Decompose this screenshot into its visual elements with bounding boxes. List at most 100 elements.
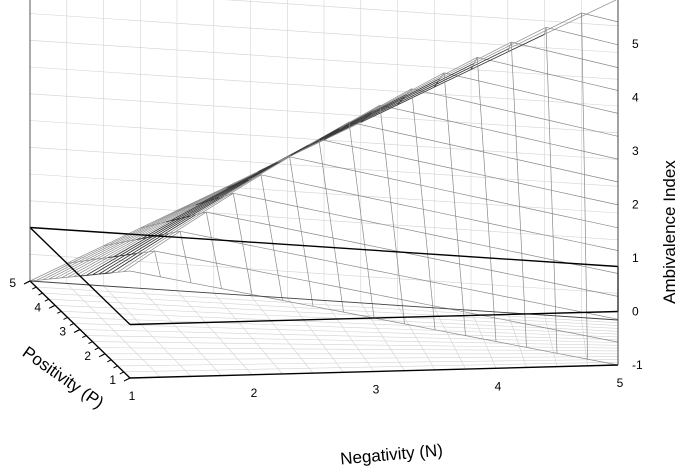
- floor-grid-line: [92, 341, 619, 349]
- surface-mesh-line: [548, 96, 584, 106]
- surface-mesh-line: [250, 173, 255, 176]
- surface-mesh-line: [84, 242, 121, 262]
- surface-mesh-line: [587, 335, 619, 343]
- surface-mesh-line: [515, 135, 551, 145]
- surface-mesh-line: [361, 219, 365, 245]
- surface-mesh-line: [157, 215, 192, 236]
- y-minor-tick-mark: [107, 359, 112, 363]
- surface-mesh-line: [129, 270, 161, 278]
- surface-mesh-line: [517, 159, 551, 168]
- surface-mesh-line: [585, 243, 619, 251]
- surface-mesh-line: [213, 174, 251, 194]
- surface-mesh-line: [360, 119, 364, 123]
- surface-mesh-line: [342, 107, 378, 127]
- surface-mesh-line: [311, 140, 316, 144]
- surface-mesh-line: [175, 200, 211, 220]
- surface-mesh-line: [147, 236, 153, 238]
- surface-mesh-line: [326, 119, 364, 139]
- surface-mesh-line: [370, 293, 375, 319]
- surface-mesh-line: [72, 261, 79, 263]
- surface-mesh-line: [523, 300, 526, 324]
- surface-mesh-line: [449, 144, 484, 153]
- surface-mesh-line: [140, 226, 146, 229]
- surface-mesh-line: [585, 220, 619, 229]
- surface-mesh-line: [416, 136, 450, 145]
- surface-mesh-line: [339, 287, 371, 294]
- surface-mesh-line: [545, 12, 582, 32]
- surface-mesh-line: [427, 257, 431, 282]
- surface-mesh-line: [333, 114, 370, 134]
- surface-mesh-line: [117, 271, 124, 273]
- y-minor-tick-mark: [88, 341, 93, 345]
- surface-mesh-line: [216, 263, 222, 289]
- surface-mesh-line: [247, 268, 279, 276]
- surface-mesh-line: [160, 221, 166, 224]
- surface-mesh-line: [480, 104, 483, 129]
- surface-mesh-line: [555, 306, 557, 331]
- surface-mesh-line: [351, 146, 356, 172]
- surface-mesh-line: [119, 241, 126, 244]
- surface-mesh-line: [401, 80, 439, 100]
- surface-mesh-line: [425, 233, 458, 241]
- surface-mesh-line: [586, 312, 619, 320]
- surface-mesh-line: [185, 256, 217, 264]
- surface-mesh-line: [429, 281, 434, 306]
- surface-mesh-line: [223, 176, 257, 197]
- surface-mesh-line: [361, 219, 394, 228]
- surface-mesh-line: [447, 120, 451, 145]
- floor-grid-line: [98, 347, 619, 352]
- surface-mesh-line: [256, 174, 262, 177]
- surface-mesh-line: [345, 104, 381, 125]
- surface-mesh-line: [67, 276, 74, 278]
- surface-mesh-line: [445, 96, 481, 105]
- surface-mesh-line: [61, 258, 97, 279]
- surface-mesh-line: [345, 121, 350, 125]
- surface-mesh-line: [325, 188, 359, 196]
- surface-mesh-line: [228, 192, 234, 196]
- surface-mesh-line: [300, 231, 306, 257]
- y-axis-title: Positivity (P): [19, 343, 107, 413]
- surface-mesh-line: [376, 104, 381, 108]
- surface-mesh-line: [427, 257, 460, 265]
- surface-mesh-line: [336, 262, 368, 270]
- surface-mesh-line: [544, 30, 546, 35]
- surface-mesh-line: [397, 101, 401, 106]
- surface-mesh-line: [481, 127, 517, 137]
- surface-mesh-line: [583, 151, 619, 160]
- surface-mesh-line: [507, 48, 510, 53]
- surface-mesh-line: [524, 323, 527, 348]
- surface-mesh-line: [326, 135, 331, 139]
- surface-mesh-line: [278, 274, 310, 282]
- surface-mesh-line: [436, 65, 473, 85]
- surface-mesh-line: [494, 317, 526, 325]
- surface-mesh-line: [449, 144, 453, 169]
- surface-mesh-line: [457, 239, 490, 248]
- y-minor-tick-mark: [69, 322, 75, 326]
- surface-mesh-line: [480, 104, 515, 113]
- surface-mesh-line: [519, 206, 553, 214]
- surface-mesh-line: [459, 263, 462, 288]
- surface-mesh-line: [393, 226, 426, 234]
- surface-mesh-line: [554, 283, 587, 291]
- surface-mesh-line: [86, 255, 120, 276]
- surface-mesh-line: [483, 151, 518, 160]
- x-tick-label: 1: [129, 389, 136, 403]
- surface-mesh-line: [358, 195, 362, 221]
- surface-mesh-line: [418, 160, 452, 169]
- surface-mesh-line: [290, 153, 295, 156]
- surface-mesh-line: [239, 180, 244, 184]
- surface-mesh-line: [195, 185, 232, 206]
- surface-mesh-line: [168, 213, 202, 234]
- y-minor-tick-mark: [82, 335, 87, 339]
- surface-mesh-line: [170, 201, 206, 222]
- surface-mesh-line: [470, 66, 473, 70]
- x-tick-label: 4: [495, 379, 502, 393]
- surface-mesh-line: [125, 235, 159, 256]
- surface-mesh-line: [514, 112, 517, 137]
- surface-mesh-line: [582, 58, 619, 68]
- surface-mesh-line: [140, 210, 178, 229]
- surface-mesh-line: [42, 278, 49, 281]
- surface-mesh-line: [301, 231, 334, 239]
- surface-mesh-line: [200, 184, 236, 204]
- surface-mesh-line: [476, 57, 480, 81]
